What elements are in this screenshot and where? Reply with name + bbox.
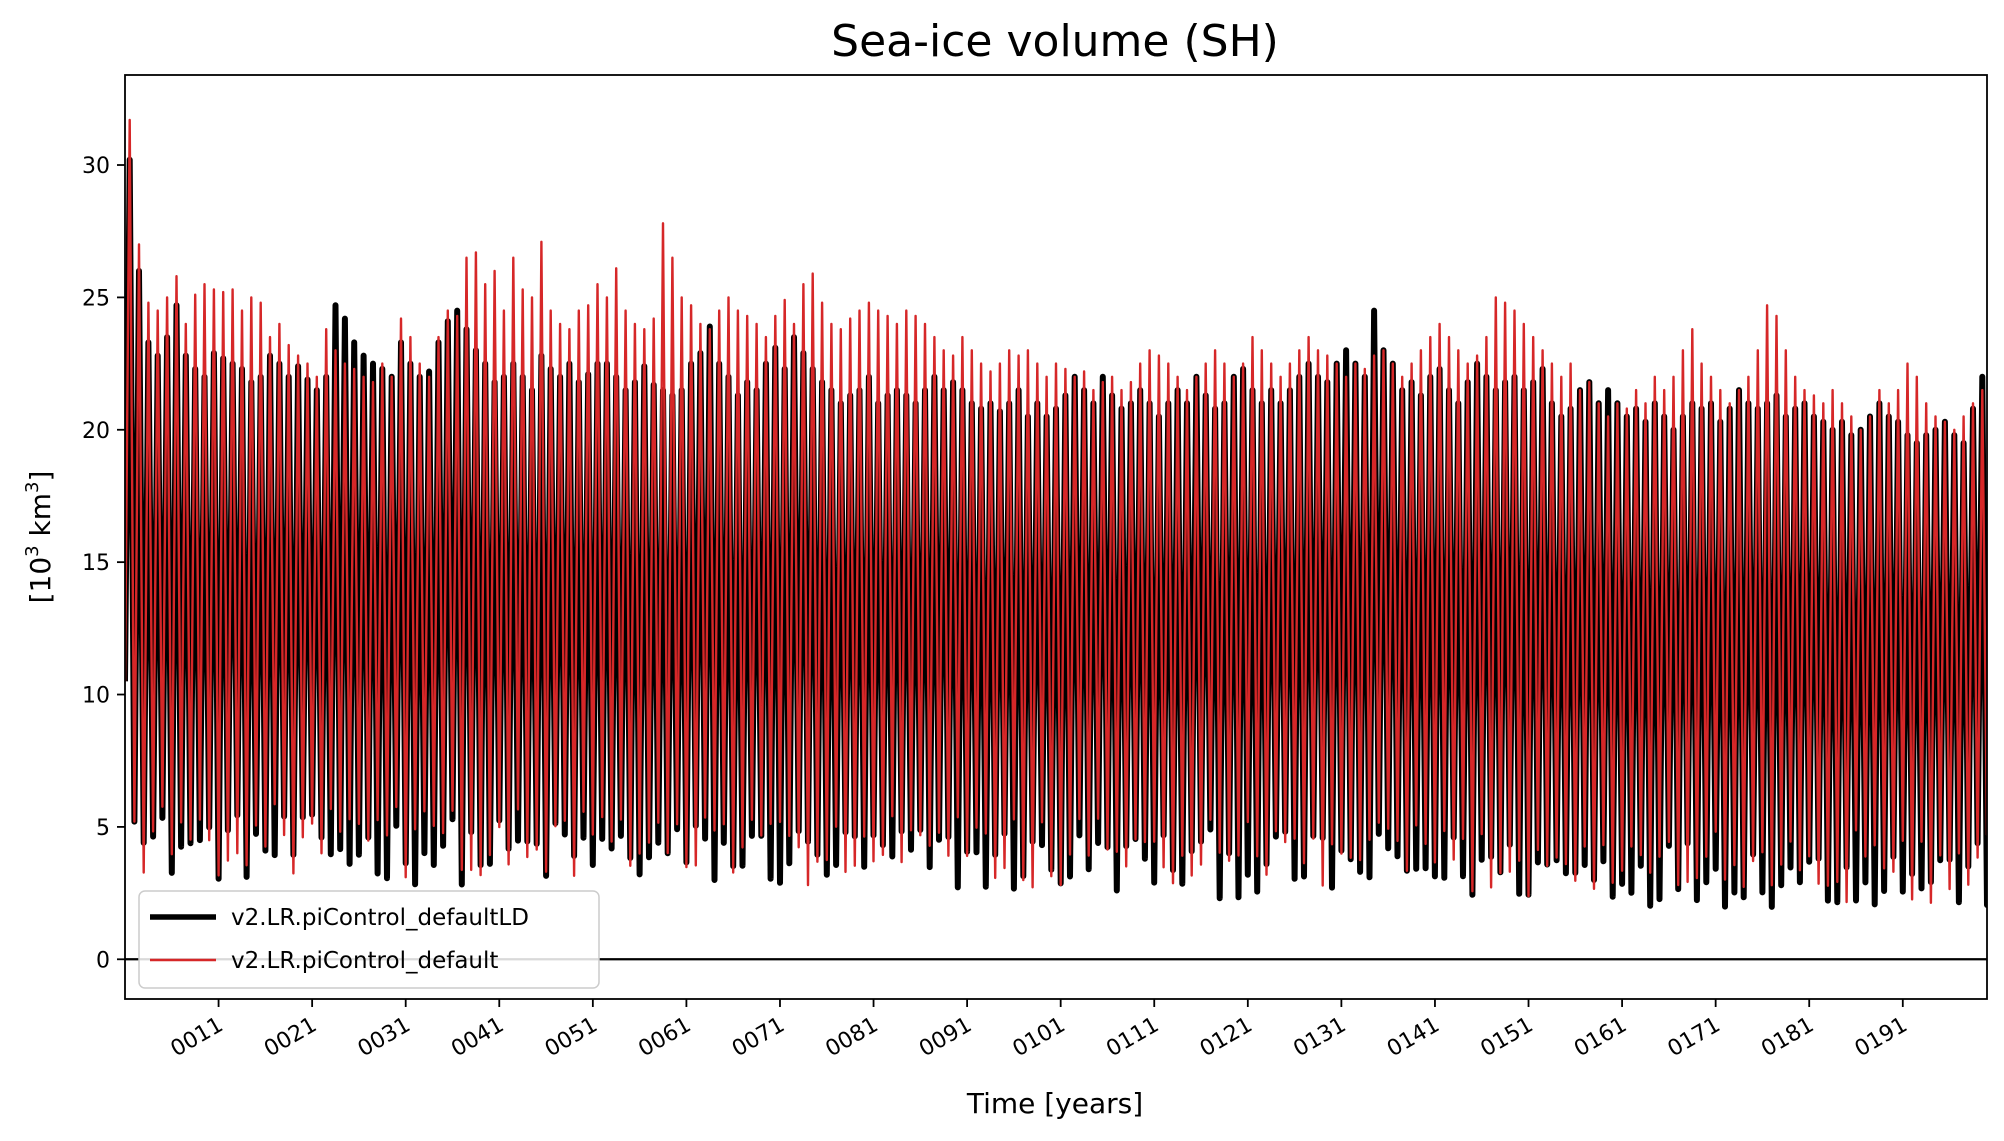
- y-tick-label: 25: [82, 286, 110, 311]
- y-tick-label: 5: [96, 816, 110, 841]
- y-tick-label: 20: [82, 419, 110, 444]
- y-tick-label: 10: [82, 684, 110, 709]
- y-axis-ticks: 0 5 10 15 20 25 30: [82, 154, 125, 973]
- legend-label-defaultLD: v2.LR.piControl_defaultLD: [231, 905, 529, 931]
- legend-box: [138, 890, 600, 989]
- series-line-default: [125, 118, 1987, 904]
- y-tick-label: 15: [82, 551, 110, 576]
- plot-area-frame: [124, 74, 1988, 1000]
- y-axis-label: [103 km3]: [22, 471, 57, 604]
- y-tick-label: 0: [96, 948, 110, 973]
- series-layer: [125, 118, 1987, 910]
- chart-title: Sea-ice volume (SH): [831, 16, 1279, 67]
- y-tick-label: 30: [82, 154, 110, 179]
- legend: v2.LR.piControl_defaultLD v2.LR.piContro…: [138, 890, 600, 989]
- x-axis-label: Time [years]: [966, 1087, 1143, 1120]
- legend-label-default: v2.LR.piControl_default: [231, 948, 498, 974]
